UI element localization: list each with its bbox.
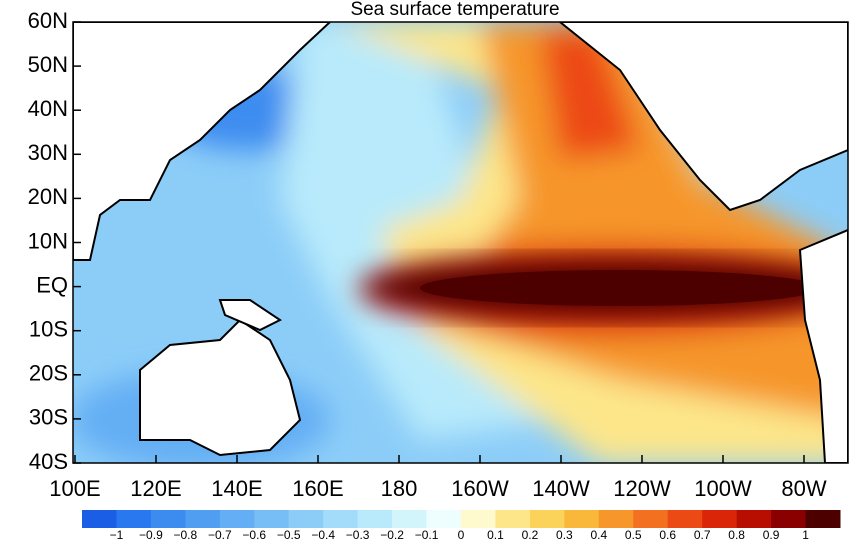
colorbar-box <box>702 510 738 528</box>
colorbar-box <box>254 510 290 528</box>
colorbar-box <box>116 510 152 528</box>
colorbar-label: −1 <box>110 528 124 542</box>
lat-label: 40N <box>28 96 68 121</box>
lat-label: 30N <box>28 140 68 165</box>
colorbar-label: −0.9 <box>139 528 163 542</box>
colorbar-box <box>461 510 496 528</box>
lon-label: 100W <box>694 476 752 501</box>
lon-label: 80W <box>781 476 826 501</box>
colorbar-label: 0.2 <box>522 528 539 542</box>
colorbar-label: 0.3 <box>556 528 573 542</box>
colorbar-box <box>357 510 393 528</box>
colorbar-box <box>736 510 772 528</box>
north-america-land <box>558 22 848 212</box>
lat-label: 40S <box>29 449 68 474</box>
lat-label: 20S <box>29 361 68 386</box>
lon-label: 160E <box>292 476 343 501</box>
colorbar-box <box>323 510 359 528</box>
colorbar-label: 0 <box>458 528 465 542</box>
lat-label: EQ <box>36 272 68 297</box>
lon-label: 140W <box>532 476 590 501</box>
colorbar-label: 0.6 <box>659 528 676 542</box>
colorbar-label: 0.5 <box>625 528 642 542</box>
australia-land <box>139 318 302 457</box>
colorbar-box <box>82 510 117 528</box>
asia-land <box>73 22 332 261</box>
colorbar-label: −0.6 <box>242 528 266 542</box>
lon-label: 120E <box>130 476 181 501</box>
colorbar-box <box>150 510 186 528</box>
south-america-land <box>798 228 848 463</box>
colorbar-box <box>185 510 221 528</box>
colorbar-label: 0.7 <box>694 528 711 542</box>
colorbar-box <box>219 510 255 528</box>
colorbar-label: −0.1 <box>415 528 439 542</box>
colorbar-box <box>288 510 324 528</box>
colorbar-box <box>564 510 600 528</box>
colorbar-box <box>598 510 634 528</box>
colorbar-label: 0.8 <box>728 528 745 542</box>
lat-label: 10S <box>29 317 68 342</box>
colorbar-box <box>392 510 428 528</box>
lon-label: 160W <box>451 476 509 501</box>
colorbar-box <box>529 510 565 528</box>
colorbar-label: 0.4 <box>590 528 607 542</box>
colorbar-label: −0.4 <box>311 528 335 542</box>
colorbar-label: 0.9 <box>763 528 780 542</box>
colorbar: −1 −0.9 −0.8 −0.7 −0.6 −0.5 −0.4 −0.3 −0.2 −0.1 0 0… <box>82 510 841 542</box>
lon-label: 100E <box>49 476 100 501</box>
colorbar-label: −0.3 <box>346 528 370 542</box>
lat-label: 10N <box>28 228 68 253</box>
colorbar-box <box>633 510 669 528</box>
sst-field <box>73 22 848 463</box>
colorbar-box <box>771 510 807 528</box>
lat-label: 30S <box>29 405 68 430</box>
colorbar-box <box>426 510 462 528</box>
colorbar-label: 1 <box>802 528 809 542</box>
lat-label: 50N <box>28 52 68 77</box>
colorbar-box <box>495 510 531 528</box>
lon-label: 180 <box>381 476 418 501</box>
new-guinea-land <box>218 299 282 332</box>
colorbar-label: −0.7 <box>208 528 232 542</box>
colorbar-label: 0.1 <box>487 528 504 542</box>
map-title: Sea surface temperature <box>350 0 559 20</box>
colorbar-box <box>805 510 841 528</box>
colorbar-box <box>667 510 703 528</box>
colorbar-label: −0.8 <box>174 528 198 542</box>
lat-label: 60N <box>28 8 68 33</box>
lon-label: 140E <box>211 476 262 501</box>
lon-label: 120W <box>613 476 671 501</box>
colorbar-label: −0.5 <box>277 528 301 542</box>
lat-label: 20N <box>28 184 68 209</box>
colorbar-label: −0.2 <box>380 528 404 542</box>
